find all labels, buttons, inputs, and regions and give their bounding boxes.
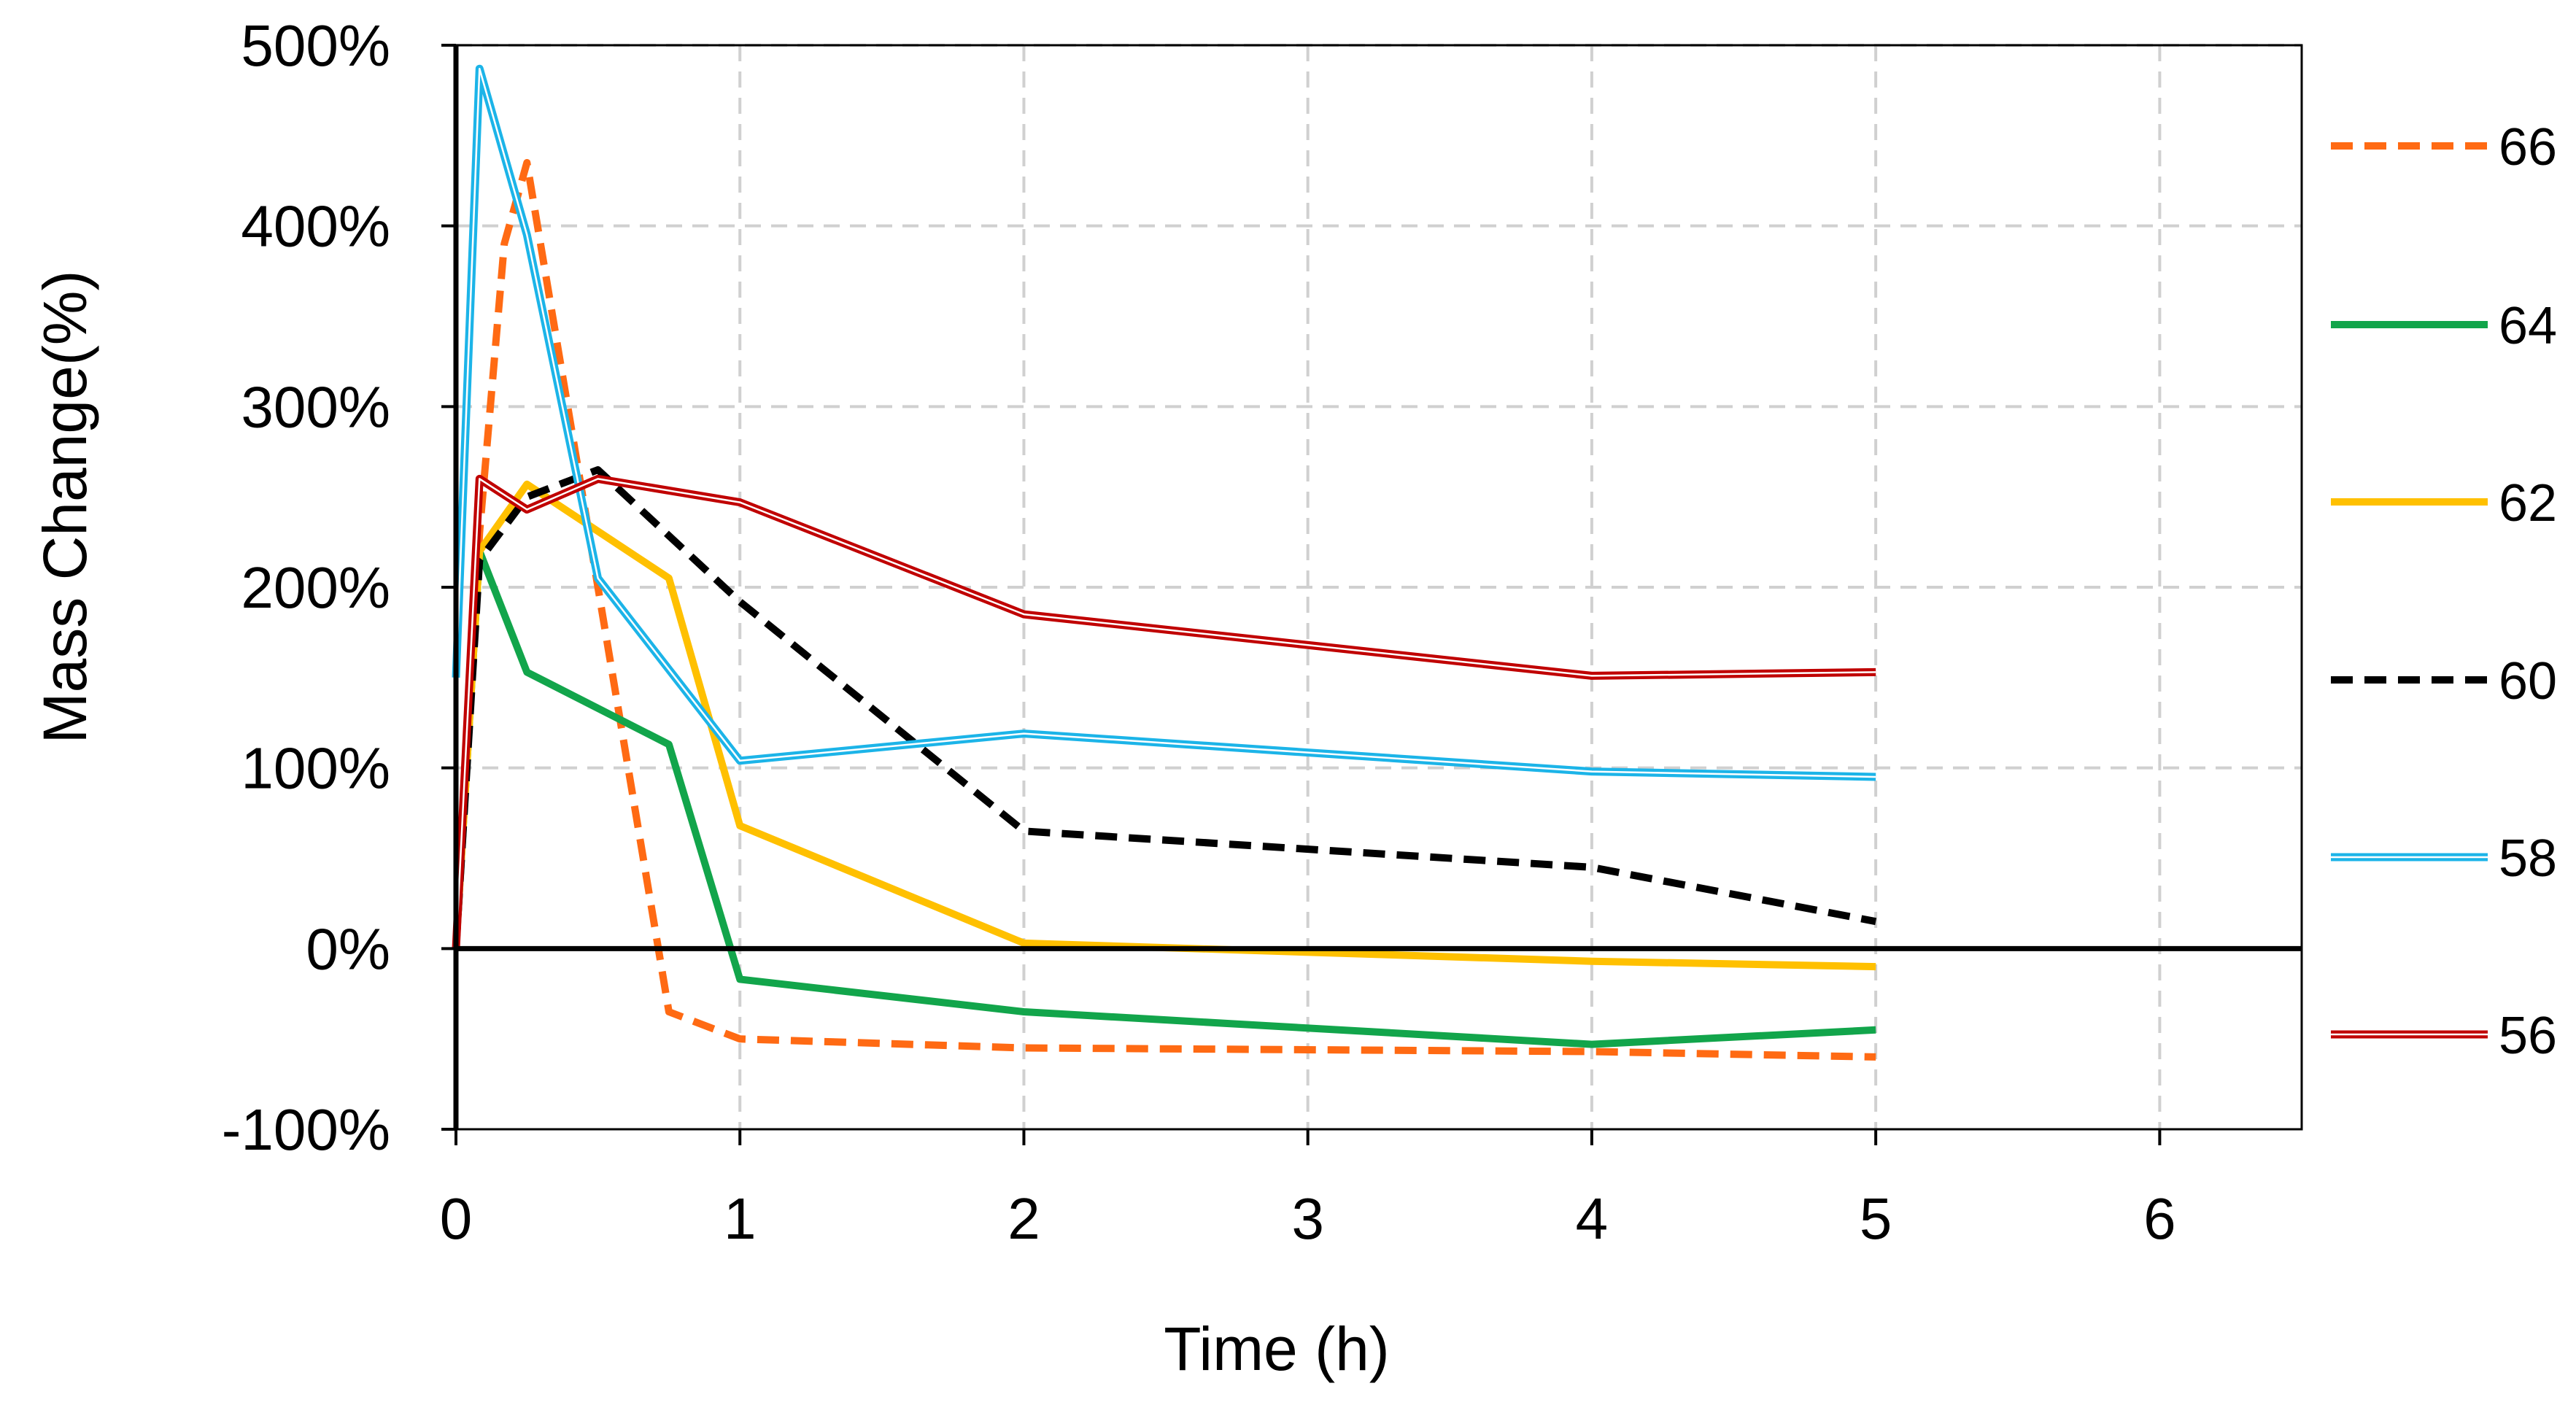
y-tick-label-3: 200% [241, 555, 390, 620]
x-tick-label-4: 4 [1576, 1186, 1609, 1251]
legend-label-56: 56 [2499, 1007, 2557, 1065]
y-tick-label-1: 400% [241, 194, 390, 259]
series-66 [452, 159, 1876, 1061]
y-tick-label-6: -100% [222, 1097, 390, 1162]
legend-label-60: 60 [2499, 652, 2557, 711]
legend-label-58: 58 [2499, 829, 2557, 888]
legend-item-66: 66 [2331, 118, 2557, 177]
y-axis-ticks: 500% 400% 300% 200% 100% 0% -100% [222, 13, 456, 1162]
x-tick-label-0: 0 [440, 1186, 473, 1251]
x-tick-label-6: 6 [2143, 1186, 2176, 1251]
x-tick-label-5: 5 [1860, 1186, 1892, 1251]
x-tick-label-3: 3 [1291, 1186, 1324, 1251]
legend-label-62: 62 [2499, 474, 2557, 533]
x-axis-title: Time (h) [1164, 1315, 1390, 1383]
series-62 [452, 480, 1876, 971]
y-tick-label-2: 300% [241, 374, 390, 439]
series-line-inner-56 [455, 478, 1876, 949]
legend-item-58: 58 [2331, 829, 2557, 888]
legend-label-64: 64 [2499, 297, 2557, 355]
series-line-66 [452, 159, 1876, 1061]
series-line-64 [452, 547, 1876, 1048]
legend: 66 64 62 60 58 56 [2331, 118, 2557, 1065]
series-56 [452, 474, 1876, 949]
y-tick-label-4: 100% [241, 736, 390, 801]
y-tick-label-5: 0% [306, 916, 390, 981]
plot-series [452, 64, 1877, 1061]
series-line-inner-58 [455, 67, 1876, 778]
legend-item-62: 62 [2331, 474, 2557, 533]
legend-item-56: 56 [2331, 1007, 2557, 1065]
series-64 [452, 547, 1876, 1048]
x-tick-label-2: 2 [1007, 1186, 1040, 1251]
series-line-62 [452, 480, 1876, 971]
x-tick-label-1: 1 [724, 1186, 757, 1251]
y-axis-title: Mass Change(%) [31, 271, 99, 744]
series-60 [452, 466, 1877, 949]
legend-label-66: 66 [2499, 118, 2557, 177]
x-axis-ticks: 0 1 2 3 4 5 6 [440, 1129, 2176, 1251]
y-tick-label-0: 500% [241, 13, 390, 78]
series-58 [452, 64, 1876, 781]
legend-item-60: 60 [2331, 652, 2557, 711]
series-line-60 [452, 466, 1877, 949]
legend-item-64: 64 [2331, 297, 2557, 355]
